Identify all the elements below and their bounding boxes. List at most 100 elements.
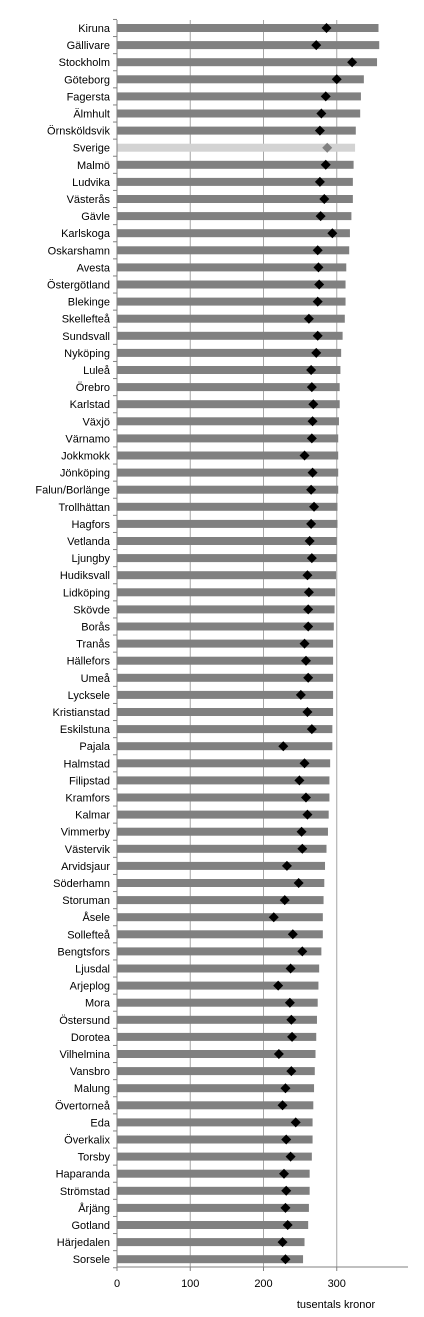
category-label: Västervik bbox=[65, 844, 111, 856]
marker-point bbox=[282, 1220, 293, 1230]
category-label: Luleå bbox=[83, 365, 111, 377]
bar bbox=[117, 1050, 316, 1058]
marker-point bbox=[286, 1066, 297, 1077]
marker-point bbox=[290, 1117, 301, 1128]
marker-point bbox=[281, 860, 292, 871]
bar bbox=[117, 673, 334, 682]
category-labels: Kiruna Gällivare Stockholm Göteborg Fagersta… bbox=[35, 23, 110, 1266]
marker-point bbox=[312, 245, 323, 256]
marker-point bbox=[295, 689, 306, 700]
marker-point bbox=[327, 228, 338, 239]
bar bbox=[117, 793, 330, 802]
bar bbox=[117, 417, 339, 426]
category-label: Vilhelmina bbox=[59, 1049, 110, 1061]
category-label: Borås bbox=[81, 622, 110, 634]
category-label: Kramfors bbox=[65, 793, 110, 805]
category-label: Sollefteå bbox=[67, 929, 111, 941]
bar bbox=[117, 690, 334, 699]
marker-point bbox=[312, 330, 323, 341]
category-label: Eda bbox=[90, 1117, 110, 1129]
category-label: Vansbro bbox=[70, 1066, 110, 1078]
category-label: Vetlanda bbox=[67, 536, 111, 548]
marker-point bbox=[303, 672, 314, 683]
x-tick-label: 100 bbox=[181, 1278, 199, 1290]
bar bbox=[117, 434, 339, 443]
category-label: Åsele bbox=[82, 911, 110, 924]
bar bbox=[117, 1067, 315, 1076]
marker-point bbox=[299, 758, 310, 769]
bar bbox=[117, 229, 350, 238]
marker-point bbox=[303, 604, 314, 615]
category-label: Överkalix bbox=[64, 1135, 110, 1147]
marker-point bbox=[331, 74, 342, 85]
bar bbox=[117, 160, 354, 169]
marker-point bbox=[313, 262, 324, 273]
category-label: Malmö bbox=[77, 160, 110, 172]
category-label: Lycksele bbox=[68, 690, 110, 702]
category-label: Falun/Borlänge bbox=[35, 485, 110, 497]
bar bbox=[117, 947, 322, 956]
bar bbox=[117, 742, 333, 751]
axes bbox=[113, 18, 408, 1271]
marker-point bbox=[280, 1083, 291, 1094]
bar bbox=[117, 75, 364, 84]
bar bbox=[117, 588, 336, 597]
bar bbox=[117, 126, 356, 135]
bar bbox=[117, 1032, 317, 1041]
category-label: Jokkmokk bbox=[61, 451, 110, 463]
marker-point bbox=[294, 775, 305, 786]
category-label: Gävle bbox=[81, 211, 110, 223]
marker-point bbox=[281, 1185, 292, 1196]
bar bbox=[117, 468, 339, 477]
bar bbox=[117, 656, 334, 665]
category-label: Vimmerby bbox=[61, 827, 111, 839]
x-tick-label: 300 bbox=[328, 1278, 346, 1290]
bar bbox=[117, 1084, 315, 1093]
marker-point bbox=[306, 433, 317, 444]
category-label: Östergötland bbox=[47, 280, 110, 292]
marker-point bbox=[302, 570, 313, 581]
marker-point bbox=[280, 1202, 291, 1213]
category-label: Malung bbox=[74, 1083, 110, 1095]
category-label: Älmhult bbox=[73, 109, 110, 121]
category-label: Övertorneå bbox=[55, 1100, 111, 1112]
marker-point bbox=[286, 1014, 297, 1025]
marker-point bbox=[278, 741, 289, 752]
marker-point bbox=[306, 518, 317, 529]
bar bbox=[117, 177, 353, 186]
bar bbox=[117, 810, 329, 819]
bar bbox=[117, 451, 339, 460]
marker-point bbox=[303, 621, 314, 632]
marker-point bbox=[308, 399, 319, 410]
category-label: Västerås bbox=[67, 194, 111, 206]
marker-point bbox=[309, 501, 320, 512]
bar bbox=[117, 1015, 317, 1024]
bar bbox=[117, 861, 326, 870]
bar bbox=[117, 143, 356, 152]
category-label: Pajala bbox=[79, 741, 110, 753]
bar bbox=[117, 725, 333, 734]
bar bbox=[117, 1101, 314, 1110]
bar bbox=[117, 1255, 304, 1264]
marker-point bbox=[303, 313, 314, 324]
bar bbox=[117, 195, 353, 203]
marker-point bbox=[299, 450, 310, 461]
marker-point bbox=[311, 347, 322, 358]
bar bbox=[117, 622, 334, 631]
marker-point bbox=[281, 1134, 292, 1145]
bar bbox=[117, 639, 334, 648]
bar bbox=[117, 776, 330, 785]
marker-point bbox=[277, 1100, 288, 1111]
category-label: Kalmar bbox=[75, 810, 110, 822]
category-label: Storuman bbox=[62, 895, 110, 907]
marker-point bbox=[312, 296, 323, 307]
marker-point bbox=[320, 159, 331, 170]
bar bbox=[117, 537, 337, 545]
bar bbox=[117, 348, 342, 357]
category-label: Skövde bbox=[73, 604, 110, 616]
marker-point bbox=[297, 843, 308, 854]
marker-point bbox=[300, 655, 311, 666]
bar bbox=[117, 41, 380, 50]
bar bbox=[117, 1135, 313, 1144]
